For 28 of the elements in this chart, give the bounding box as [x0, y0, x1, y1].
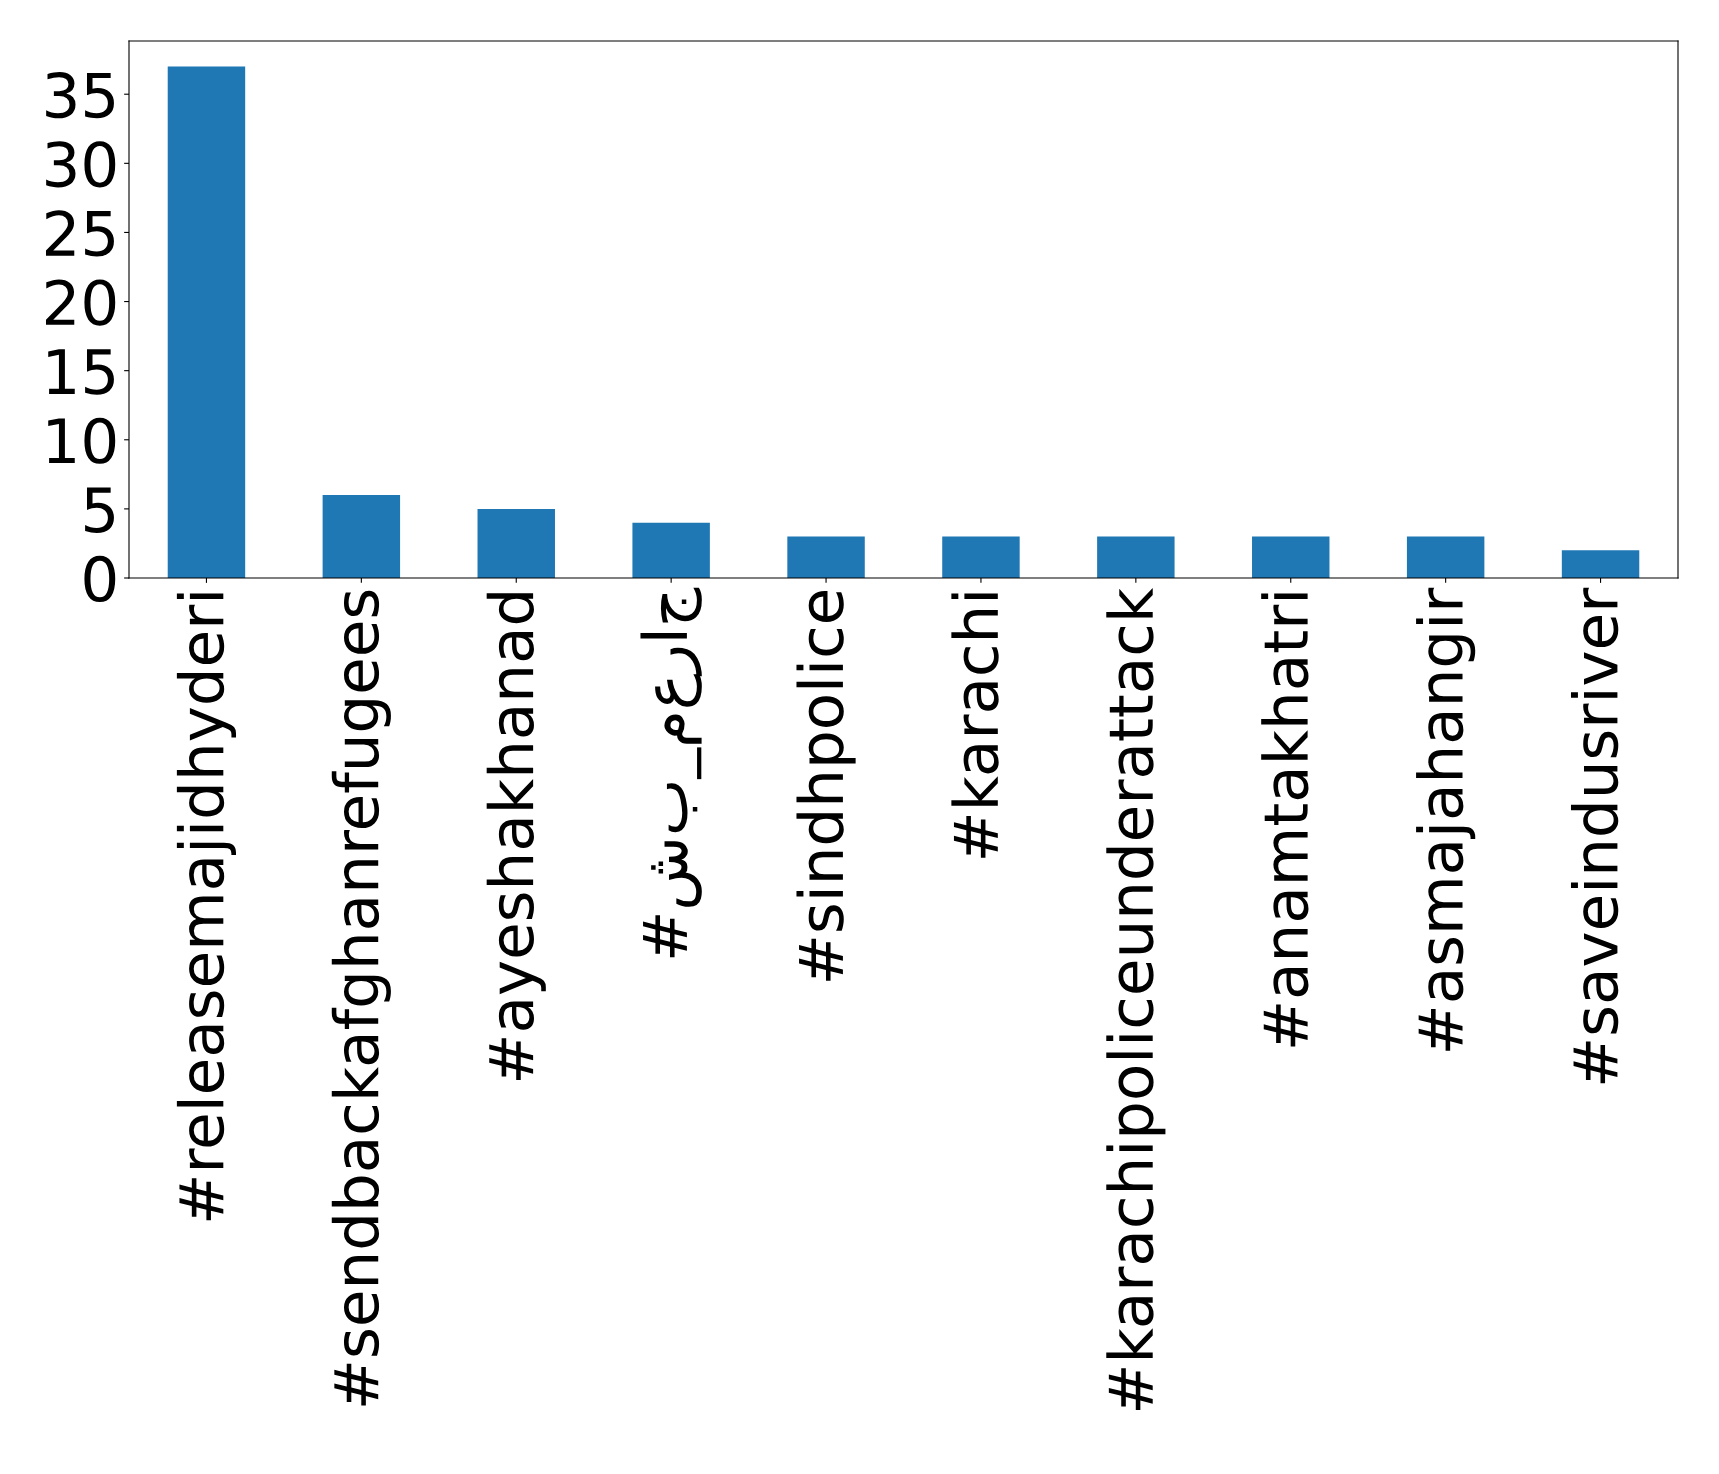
x-tick-label: #karachipoliceunderattack [1106, 587, 1166, 1410]
bar [1406, 536, 1485, 578]
bar [942, 536, 1020, 578]
bar [1561, 550, 1640, 578]
bar [1097, 536, 1175, 578]
bar [477, 508, 555, 578]
y-tick-label: 15 [48, 349, 114, 395]
bar [632, 522, 710, 578]
bar [1252, 536, 1330, 578]
x-tick-label: #releasemajidhyderi [176, 593, 237, 1221]
x-tick-label: #sindhpolice [796, 590, 856, 981]
bar [322, 495, 401, 578]
bar [167, 66, 246, 578]
y-tick-label: 20 [45, 279, 116, 326]
y-tick-label: 35 [46, 72, 114, 119]
x-tick-label: #ayeshakhanad [486, 593, 546, 1080]
y-tick-label: 5 [85, 487, 114, 533]
x-tick-label: #saveindusriver [1570, 587, 1619, 1084]
x-tick-label: #anamtakhatri [1261, 593, 1309, 1047]
y-tick-label: 30 [46, 141, 116, 188]
bar [787, 536, 865, 578]
y-tick-label: 10 [48, 417, 116, 464]
x-tick-label: #sendbackafghanrefugees [331, 590, 391, 1406]
x-tick-label: #asmajahangir [1416, 587, 1476, 1051]
x-tick-label: #karachi [951, 593, 999, 858]
y-tick-label: 0 [84, 555, 116, 603]
x-tick-label: #شب_معراج [640, 587, 702, 958]
y-tick-label: 25 [45, 210, 114, 257]
